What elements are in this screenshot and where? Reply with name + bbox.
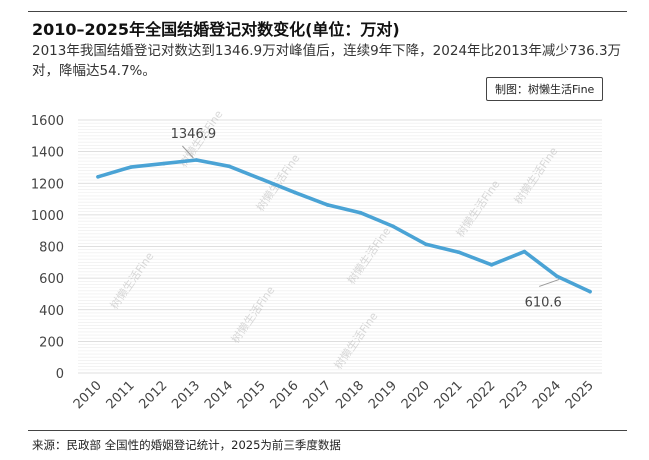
x-tick-label: 2016 [268,378,302,412]
x-tick-label: 2017 [300,378,334,412]
line-chart: 树懒生活Fine 树懒生活Fine 树懒生活Fine 树懒生活Fine 树懒生活Fine… [31,107,602,412]
bottom-rule [28,430,627,431]
x-tick-label: 2014 [202,378,236,412]
x-tick-label: 2012 [136,378,170,412]
series-line [96,158,592,294]
y-tick-label: 400 [39,304,64,319]
chart-title: 2010–2025年全国结婚登记对数变化(单位：万对) [32,20,400,39]
y-tick-label: 1000 [31,209,64,224]
x-tick-label: 2015 [235,378,269,412]
data-point [325,203,330,207]
data-point [194,158,199,162]
data-point [358,210,363,215]
annotation-leader [539,278,560,287]
x-tick-label: 2019 [366,378,400,412]
data-point [588,289,592,294]
series-layer [96,158,592,294]
annotation-leader [182,145,194,159]
grid-lines [78,119,602,374]
x-tick-label: 2024 [530,378,564,412]
data-point [161,161,166,166]
y-tick-label: 1600 [31,114,64,129]
y-tick-label: 0 [56,367,64,382]
annotations: 1346.9 610.6 [171,127,562,310]
data-point [457,250,461,254]
data-point [260,177,264,182]
x-tick-label: 2021 [432,378,466,412]
y-tick-label: 800 [39,241,64,256]
watermark-text: 树懒生活Fine [331,309,381,372]
x-tick-label: 2023 [497,378,531,412]
x-tick-label: 2013 [169,378,203,412]
watermark-text: 树懒生活Fine [107,249,157,312]
watermark-text: 树懒生活Fine [228,283,278,346]
data-point [227,164,231,169]
watermark-text: 树懒生活Fine [253,151,303,214]
data-point [129,165,133,169]
watermark-text: 树懒生活Fine [511,144,561,207]
x-tick-label: 2011 [104,378,138,412]
y-tick-label: 1400 [31,146,64,161]
x-tick-label: 2022 [464,378,498,412]
data-point [489,263,494,267]
annotation-label: 1346.9 [171,127,217,142]
x-tick-label: 2018 [333,378,367,412]
data-point [522,249,527,254]
x-axis-ticks: 2010201120122013201420152016201720182019… [71,378,597,412]
data-point [293,190,297,195]
chart-subtitle: 2013年我国结婚登记对数达到1346.9万对峰值后，连续9年下降，2024年比… [32,43,622,79]
data-point [96,174,100,179]
credit-badge: 制图：树懒生活Fine [486,77,604,101]
x-tick-label: 2010 [71,378,105,412]
data-point [555,274,559,279]
source-note: 来源：民政部 全国性的婚姻登记统计，2025为前三季度数据 [32,438,341,452]
y-tick-label: 600 [39,272,64,287]
x-tick-label: 2020 [399,378,433,412]
y-axis-ticks: 0 200 400 600 800 1000 1200 1400 1600 [31,114,64,382]
top-rule [28,11,627,12]
x-tick-label: 2025 [563,378,597,412]
annotation-label: 610.6 [525,295,562,310]
data-point [391,224,396,229]
data-point [424,242,428,247]
y-tick-label: 1200 [31,177,64,192]
y-tick-label: 200 [39,335,64,350]
